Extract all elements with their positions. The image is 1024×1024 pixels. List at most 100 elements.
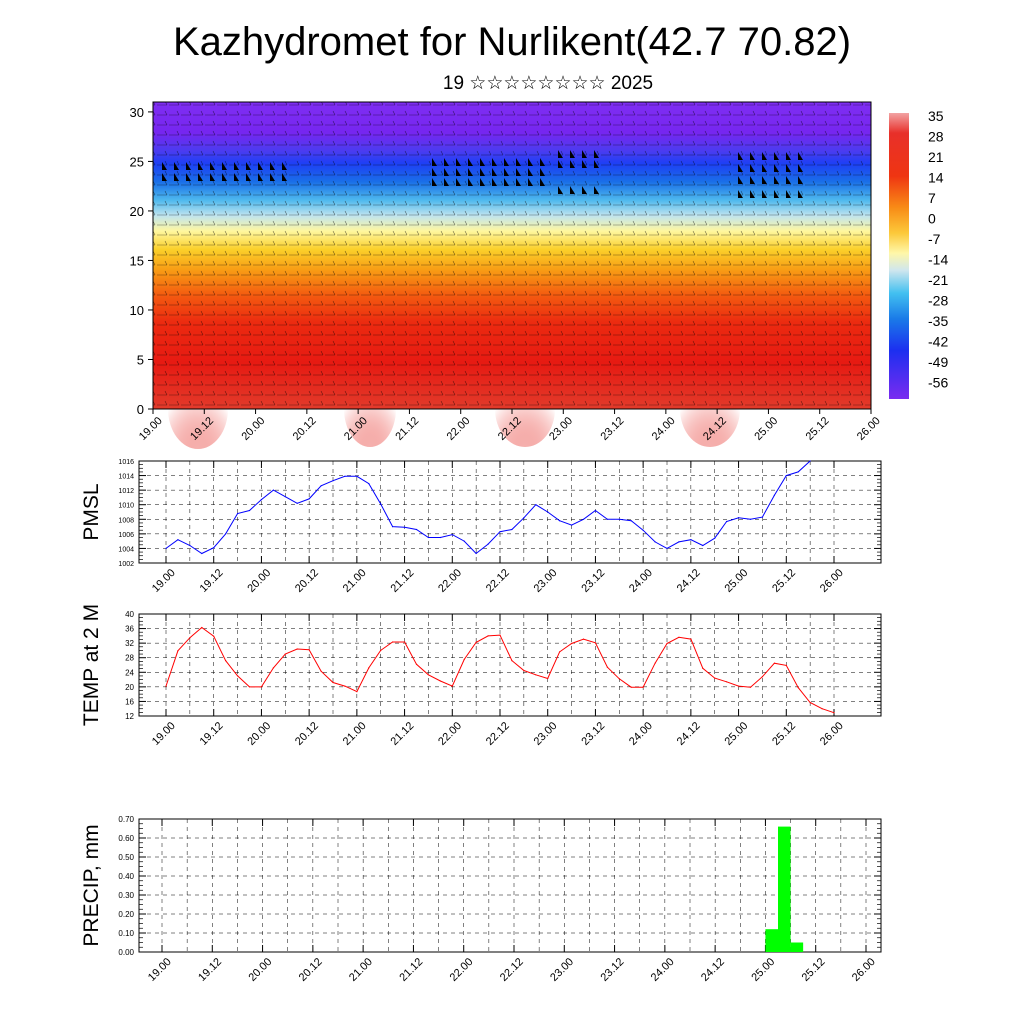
data-point <box>189 637 191 639</box>
data-point <box>165 547 167 550</box>
wind-flag <box>750 164 755 172</box>
y-tick-label: 30 <box>130 105 144 120</box>
wind-flag <box>774 152 779 160</box>
data-point <box>237 675 239 677</box>
pmsl-panel: 1002 1004 1006 1008 1010 1012 1014 1016 19.00 19.… <box>80 459 882 595</box>
data-point <box>201 626 203 629</box>
data-point <box>642 686 644 688</box>
data-point <box>702 544 704 547</box>
data-point <box>749 686 752 688</box>
wind-flag <box>258 173 263 181</box>
wind-flag <box>570 186 575 194</box>
y-tick-label: 40 <box>125 610 134 619</box>
wind-flag <box>210 162 215 170</box>
wind-flag <box>528 168 533 176</box>
data-point <box>284 496 286 498</box>
x-tick-label: 25.00 <box>722 720 750 748</box>
data-point <box>213 635 215 637</box>
data-point <box>666 547 668 550</box>
data-point <box>606 518 609 520</box>
y-tick-label: 20 <box>125 683 134 692</box>
data-point <box>415 528 418 531</box>
data-point <box>797 471 799 473</box>
data-point <box>427 536 429 539</box>
data-point <box>606 666 609 668</box>
wind-flag <box>738 164 743 172</box>
wind-flag <box>762 190 767 198</box>
wind-flag <box>786 190 791 198</box>
data-point <box>499 531 501 533</box>
data-point <box>427 674 429 676</box>
wind-flag <box>468 158 473 166</box>
wind-flag <box>594 160 599 168</box>
x-tick-label: 22.00 <box>436 720 464 748</box>
colorbar-label: 14 <box>928 170 944 186</box>
x-tick-label: 24.00 <box>649 956 677 984</box>
wind-flag <box>798 164 803 172</box>
x-tick-label: 20.00 <box>246 956 274 984</box>
data-point <box>618 518 620 520</box>
wind-flag <box>750 190 755 198</box>
x-tick-label: 20.00 <box>245 720 273 748</box>
wind-flag <box>480 178 485 186</box>
data-point <box>690 638 692 640</box>
y-tick-label: 24 <box>125 668 134 677</box>
wind-flag <box>786 176 791 184</box>
x-tick-label: 25.00 <box>722 567 750 595</box>
data-point <box>809 701 811 704</box>
data-point <box>630 686 632 688</box>
data-point <box>177 650 179 652</box>
data-point <box>535 504 537 506</box>
wind-flag <box>432 158 437 166</box>
x-tick-label: 26.00 <box>850 956 878 984</box>
y-tick-label: 10 <box>130 303 144 318</box>
plot-frame <box>138 613 882 717</box>
wind-flag <box>774 176 779 184</box>
data-point <box>594 642 597 644</box>
data-point <box>809 460 811 462</box>
wind-flag <box>198 162 203 170</box>
data-point <box>582 518 585 520</box>
wind-flag <box>246 162 251 170</box>
y-tick-label: 20 <box>130 204 144 219</box>
data-point <box>511 660 513 662</box>
data-point <box>487 635 489 637</box>
x-tick-label: 26.00 <box>855 415 883 443</box>
data-point <box>248 509 251 512</box>
wind-flag <box>444 178 449 186</box>
data-point <box>773 494 776 496</box>
data-point <box>571 642 573 645</box>
wind-barb-overlay <box>153 102 871 409</box>
data-point <box>773 662 776 664</box>
colorbar-label: -21 <box>928 272 948 288</box>
y-tick-label: 28 <box>125 654 134 663</box>
x-tick-label: 20.12 <box>291 415 319 443</box>
x-tick-label: 26.00 <box>818 720 846 748</box>
wind-flag <box>246 173 251 181</box>
data-point <box>547 677 549 680</box>
x-tick-label: 19.12 <box>198 567 226 595</box>
data-point <box>618 678 620 680</box>
data-point <box>308 649 310 651</box>
x-tick-label: 22.00 <box>445 415 473 443</box>
y-tick-label: 0.40 <box>118 872 134 881</box>
x-tick-label: 23.00 <box>532 567 560 595</box>
data-point <box>761 516 764 518</box>
wind-flag <box>222 173 227 181</box>
data-point <box>702 667 704 669</box>
x-tick-label: 23.12 <box>579 720 607 748</box>
x-tick-label: 25.12 <box>770 720 798 748</box>
y-tick-label: 0.30 <box>118 891 134 900</box>
y-tick-label: 1008 <box>118 517 134 524</box>
wind-flag <box>234 162 239 170</box>
wind-flag <box>540 168 545 176</box>
x-tick-label: 21.12 <box>388 567 416 595</box>
data-point <box>177 539 179 541</box>
data-point <box>726 681 728 683</box>
x-tick-label: 20.00 <box>245 567 273 595</box>
data-point <box>559 520 561 522</box>
colorbar-label: -35 <box>928 313 948 329</box>
wind-flag <box>558 150 563 158</box>
data-point <box>320 485 322 487</box>
wind-flag <box>258 162 263 170</box>
